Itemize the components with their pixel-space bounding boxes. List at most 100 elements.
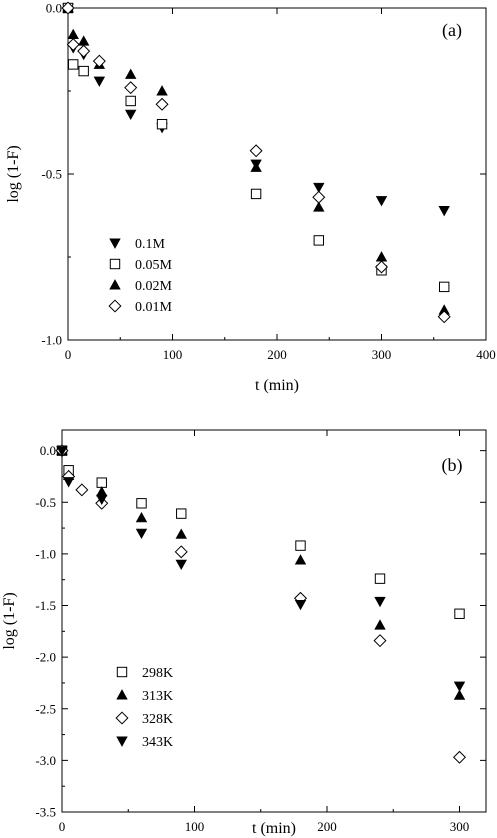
x-tick-label: 100 xyxy=(185,819,205,834)
data-point xyxy=(67,28,79,40)
panel-label: (b) xyxy=(442,455,463,476)
data-point xyxy=(375,196,388,207)
x-tick-label: 200 xyxy=(317,819,337,834)
legend-marker xyxy=(108,299,122,313)
legend-label: 328K xyxy=(142,712,173,727)
x-axis-title: t (min) xyxy=(255,377,299,394)
legend-marker xyxy=(115,711,129,725)
data-point xyxy=(437,310,451,324)
data-point xyxy=(176,508,187,519)
y-tick-label: 0.0 xyxy=(40,443,56,458)
y-tick-label: -1.0 xyxy=(35,546,56,561)
data-point xyxy=(453,681,466,692)
data-point xyxy=(294,600,307,611)
data-point xyxy=(249,144,263,158)
data-point xyxy=(96,494,108,505)
data-point xyxy=(93,76,106,87)
series-343K xyxy=(56,446,466,692)
data-point xyxy=(96,477,107,488)
data-point xyxy=(453,689,466,700)
y-tick-label: -2.5 xyxy=(35,701,56,716)
y-axis-title: log (1-F) xyxy=(5,145,22,202)
x-tick-label: 300 xyxy=(450,819,470,834)
legend-marker xyxy=(109,238,121,249)
data-point xyxy=(250,161,262,172)
data-point xyxy=(295,540,306,551)
data-point xyxy=(174,545,188,559)
data-point xyxy=(374,596,386,608)
data-point xyxy=(77,44,91,58)
legend-label: 343K xyxy=(142,735,173,750)
legend-marker xyxy=(116,736,128,747)
data-point xyxy=(62,477,75,488)
y-tick-label: -2.0 xyxy=(35,650,56,665)
plot-frame xyxy=(61,429,487,813)
data-point xyxy=(250,188,262,200)
data-point xyxy=(373,634,387,648)
data-point xyxy=(452,750,467,764)
data-point xyxy=(135,528,148,540)
data-point xyxy=(75,483,89,497)
data-point xyxy=(156,85,168,96)
series-328K xyxy=(55,444,467,764)
panel-label: (a) xyxy=(442,20,462,41)
data-point xyxy=(439,281,450,293)
x-tick-label: 100 xyxy=(163,347,183,362)
data-point xyxy=(68,59,79,70)
data-point xyxy=(124,109,137,121)
data-point xyxy=(312,190,326,204)
data-point xyxy=(374,260,389,274)
data-point xyxy=(175,528,187,539)
series-0.1M xyxy=(62,3,450,217)
legend: 298K 313K 328K 343K xyxy=(115,666,173,750)
series-0.02M xyxy=(62,2,450,315)
data-point xyxy=(78,65,89,77)
legend-marker xyxy=(116,666,128,678)
data-point xyxy=(66,38,80,52)
y-axis-title: log (1-F) xyxy=(1,592,18,649)
data-point xyxy=(61,1,75,15)
legend-label: 0.02M xyxy=(135,279,173,294)
data-point xyxy=(313,235,325,246)
chart-panel-a: 0 100 200 300 400 0.0 -0.5 -1.0 t (min) log (1-F)… xyxy=(5,1,496,395)
data-point xyxy=(375,251,388,262)
y-tick-label: 0.0 xyxy=(46,1,62,16)
y-tick-label: -1.0 xyxy=(41,333,62,348)
data-point xyxy=(96,486,108,497)
data-point xyxy=(124,81,138,95)
data-point xyxy=(92,54,106,68)
series-313K xyxy=(56,444,466,700)
data-point xyxy=(313,201,325,212)
data-point xyxy=(136,498,147,509)
legend-label: 0.1M xyxy=(135,237,166,252)
plot-frame xyxy=(67,7,487,341)
y-tick-label: -0.5 xyxy=(41,167,62,182)
chart-panel-b: 0 100 200 300 0.0 -0.5 -1.0 -1.5 -2.0 -2.5 -3.0 -3.… xyxy=(1,429,487,837)
x-tick-label: 0 xyxy=(59,819,66,834)
data-point xyxy=(374,619,386,630)
legend: 0.1M 0.05M 0.02M 0.01M xyxy=(108,237,173,315)
data-point xyxy=(156,119,168,130)
y-tick-label: -3.0 xyxy=(35,753,56,768)
data-point xyxy=(135,511,148,523)
legend-marker xyxy=(116,689,128,700)
data-point xyxy=(155,97,169,111)
x-tick-label: 400 xyxy=(476,347,496,362)
y-tick-label: -0.5 xyxy=(35,495,56,510)
legend-label: 0.01M xyxy=(135,300,173,315)
data-point xyxy=(77,35,90,46)
data-point xyxy=(438,206,450,217)
legend-marker xyxy=(109,258,121,270)
x-tick-label: 300 xyxy=(372,347,392,362)
y-tick-label: -1.5 xyxy=(35,598,56,613)
legend-label: 0.05M xyxy=(135,258,173,273)
data-point xyxy=(124,68,137,79)
series-0.01M xyxy=(61,1,451,324)
legend-label: 313K xyxy=(142,689,173,704)
legend-marker xyxy=(109,279,121,290)
data-point xyxy=(374,573,386,584)
x-tick-label: 0 xyxy=(65,347,72,362)
legend-label: 298K xyxy=(142,666,173,681)
data-point xyxy=(454,608,465,619)
